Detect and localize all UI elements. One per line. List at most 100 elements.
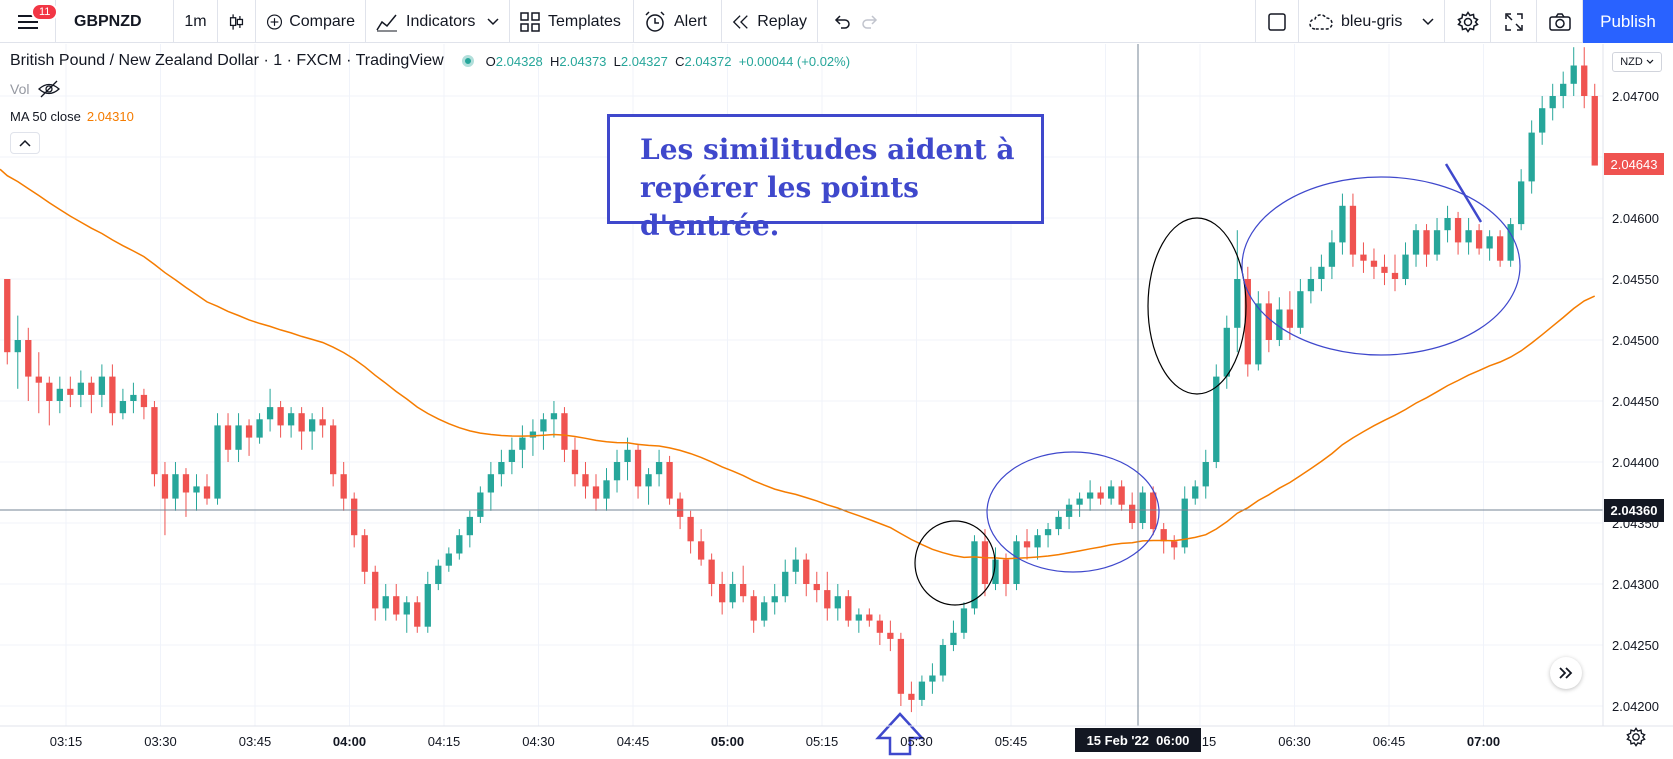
drawing-ellipse-blue-1[interactable] xyxy=(986,451,1160,573)
chart-settings-corner-button[interactable] xyxy=(1626,727,1646,747)
candle-body xyxy=(140,394,148,408)
candle-body xyxy=(1549,96,1556,109)
ma-value: 2.04310 xyxy=(86,109,134,124)
candle-body xyxy=(634,449,642,487)
text-annotation[interactable]: Les similitudes aident à repérer les poi… xyxy=(607,114,1044,242)
candle-body xyxy=(487,474,495,493)
candle-body xyxy=(1234,279,1241,328)
drawing-ellipse-black-1[interactable] xyxy=(914,520,996,606)
saved-layout-button[interactable]: bleu-gris xyxy=(1299,0,1445,43)
currency-select[interactable]: NZD xyxy=(1612,52,1662,72)
candle-body xyxy=(1402,254,1409,279)
candle-body xyxy=(109,376,116,414)
candle-body xyxy=(1065,504,1073,517)
candle-body xyxy=(287,413,295,426)
fullscreen-button[interactable] xyxy=(1491,0,1537,43)
candle-body xyxy=(603,480,610,499)
candle-body xyxy=(361,535,368,572)
candle-body xyxy=(834,596,841,609)
indicators-label: Indicators xyxy=(406,12,476,30)
candle-body xyxy=(414,602,421,627)
candle-body xyxy=(1013,541,1020,584)
candle-body xyxy=(1517,181,1525,225)
candle-body xyxy=(1002,559,1010,584)
time-tick-label: 04:15 xyxy=(428,734,461,749)
time-tick-label: 05:15 xyxy=(806,734,839,749)
candle-body xyxy=(67,388,74,395)
candle-body xyxy=(939,645,947,676)
candle-body xyxy=(130,394,137,401)
main-menu-button[interactable]: 11 xyxy=(0,0,59,43)
settings-button[interactable] xyxy=(1445,0,1491,43)
chart-type-button[interactable] xyxy=(218,0,256,43)
candle-body xyxy=(477,492,484,517)
legend-collapse-button[interactable] xyxy=(10,132,40,154)
candle-body xyxy=(1381,266,1388,273)
candle-body xyxy=(88,382,95,395)
drawing-ellipse-blue-2[interactable] xyxy=(1241,176,1521,356)
chevron-down-icon[interactable] xyxy=(487,17,499,26)
candle-body xyxy=(718,584,726,603)
compare-button[interactable]: Compare xyxy=(256,0,366,43)
scroll-to-realtime-button[interactable] xyxy=(1550,657,1582,689)
candle-body xyxy=(14,340,21,353)
candle-body xyxy=(1265,303,1272,340)
drawing-trend-line[interactable] xyxy=(1444,163,1483,223)
undo-icon[interactable] xyxy=(833,14,851,29)
templates-button[interactable]: Templates xyxy=(510,0,634,43)
candle-body xyxy=(308,419,316,432)
up-arrow-icon[interactable] xyxy=(875,712,925,756)
time-axis[interactable]: 03:15 03:30 03:45 04:00 04:15 04:30 04:45 05:00… xyxy=(50,734,1500,749)
candle-body xyxy=(203,486,211,499)
volume-label: Vol xyxy=(10,81,30,97)
drawing-ellipse-black-2[interactable] xyxy=(1147,217,1247,395)
series-legend[interactable]: British Pound / New Zealand Dollar · 1 ·… xyxy=(10,52,850,70)
candle-body xyxy=(1528,132,1535,182)
eye-hidden-icon[interactable] xyxy=(37,80,61,98)
candle-body xyxy=(235,425,242,450)
candle-body xyxy=(960,608,968,633)
candle-body xyxy=(1412,230,1420,255)
undo-redo-group xyxy=(818,0,894,43)
alert-button[interactable]: Alert xyxy=(634,0,722,43)
replay-button[interactable]: Replay xyxy=(722,0,818,43)
chevron-down-icon[interactable] xyxy=(1422,17,1434,26)
symbol-search-button[interactable]: GBPNZD xyxy=(56,0,174,43)
candle-body xyxy=(1118,486,1125,505)
candle-body xyxy=(1475,230,1483,249)
interval-button[interactable]: 1m xyxy=(174,0,218,43)
layout-select-button[interactable] xyxy=(1255,0,1299,43)
candle-body xyxy=(1023,541,1031,548)
snapshot-button[interactable] xyxy=(1537,0,1583,43)
chevron-up-icon xyxy=(19,139,31,147)
price-tick-label: 2.04700 xyxy=(1612,89,1659,104)
cloud-icon xyxy=(1309,13,1333,30)
candle-body xyxy=(1486,236,1493,249)
candle-body xyxy=(782,571,789,597)
ma-legend[interactable]: MA 50 close 2.04310 xyxy=(10,109,134,124)
time-tick-label: 06:45 xyxy=(1373,734,1406,749)
series-title: British Pound / New Zealand Dollar · 1 ·… xyxy=(10,52,444,69)
candle-body xyxy=(771,596,778,603)
crosshair xyxy=(0,44,1603,726)
redo-icon[interactable] xyxy=(861,14,879,29)
candle-body xyxy=(393,596,400,615)
market-status-dot xyxy=(461,55,474,67)
candle-body xyxy=(340,474,347,499)
volume-legend[interactable]: Vol xyxy=(10,80,61,98)
candle-body xyxy=(687,516,694,542)
candle-body xyxy=(56,388,63,401)
candle-body xyxy=(266,407,274,420)
last-price-label: 2.04643 xyxy=(1611,157,1658,172)
price-axis[interactable]: 2.047002.046502.046002.045502.045002.044… xyxy=(1612,89,1659,714)
candle-body xyxy=(1328,242,1336,267)
indicators-button[interactable]: Indicators xyxy=(366,0,510,43)
candle-body xyxy=(1560,83,1567,96)
candle-body xyxy=(1570,65,1577,84)
gear-icon xyxy=(1626,727,1646,747)
candle-body xyxy=(929,675,936,682)
time-tick-label: 03:45 xyxy=(239,734,272,749)
publish-button[interactable]: Publish xyxy=(1583,0,1673,43)
candle-body xyxy=(98,376,106,395)
candle-body xyxy=(508,449,516,462)
